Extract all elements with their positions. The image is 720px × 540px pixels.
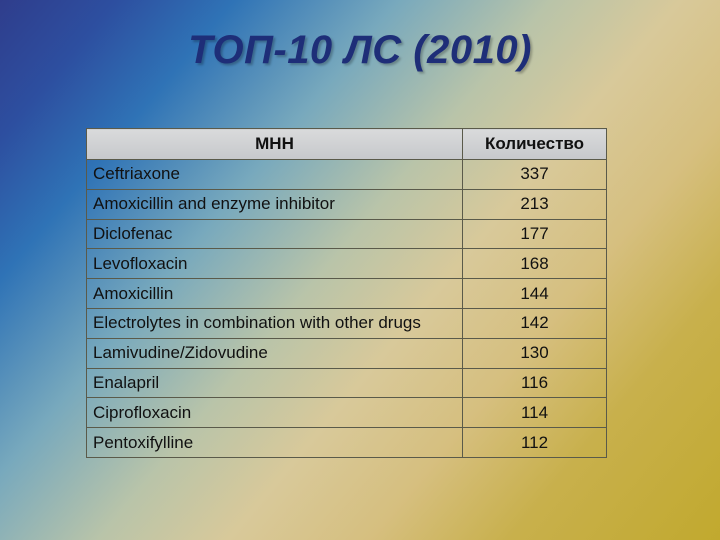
drug-name-cell: Enalapril: [86, 367, 463, 399]
table-row: Amoxicillin 144: [86, 278, 607, 309]
table-row: Amoxicillin and enzyme inhibitor 213: [86, 188, 607, 220]
quantity-cell: 177: [462, 218, 607, 250]
table-row: Levofloxacin 168: [86, 248, 607, 280]
slide-title: ТОП-10 ЛС (2010): [188, 28, 532, 72]
table-row: Enalapril 116: [86, 367, 607, 399]
drug-name-cell: Ceftriaxone: [86, 159, 463, 190]
table-row: Ciprofloxacin 114: [86, 397, 607, 429]
drug-name-cell: Amoxicillin and enzyme inhibitor: [86, 188, 463, 220]
quantity-cell: 142: [462, 307, 607, 339]
drug-name-cell: Diclofenac: [86, 218, 463, 250]
column-header-quantity: Количество: [462, 128, 607, 160]
drug-name-cell: Levofloxacin: [86, 248, 463, 280]
drug-name-cell: Lamivudine/Zidovudine: [86, 337, 463, 369]
table-header: МНН Количество: [86, 128, 607, 160]
drug-table-container: МНН Количество Ceftriaxone 337 Amoxicill…: [86, 128, 607, 458]
drug-name-cell: Ciprofloxacin: [86, 397, 463, 429]
quantity-cell: 116: [462, 367, 607, 399]
quantity-cell: 213: [462, 188, 607, 220]
table-row: Ceftriaxone 337: [86, 159, 607, 190]
drug-name-cell: Electrolytes in combination with other d…: [86, 307, 463, 339]
table-row: Electrolytes in combination with other d…: [86, 307, 607, 339]
quantity-cell: 337: [462, 159, 607, 190]
quantity-cell: 144: [462, 278, 607, 309]
quantity-cell: 112: [462, 427, 607, 458]
drug-name-cell: Pentoxifylline: [86, 427, 463, 458]
header-row: МНН Количество: [86, 128, 607, 160]
quantity-cell: 168: [462, 248, 607, 280]
column-header-inn: МНН: [86, 128, 463, 160]
drug-name-cell: Amoxicillin: [86, 278, 463, 309]
quantity-cell: 130: [462, 337, 607, 369]
drug-table: МНН Количество Ceftriaxone 337 Amoxicill…: [86, 128, 607, 458]
table-row: Pentoxifylline 112: [86, 427, 607, 458]
table-body: Ceftriaxone 337 Amoxicillin and enzyme i…: [86, 159, 607, 458]
table-row: Diclofenac 177: [86, 218, 607, 250]
quantity-cell: 114: [462, 397, 607, 429]
table-row: Lamivudine/Zidovudine 130: [86, 337, 607, 369]
